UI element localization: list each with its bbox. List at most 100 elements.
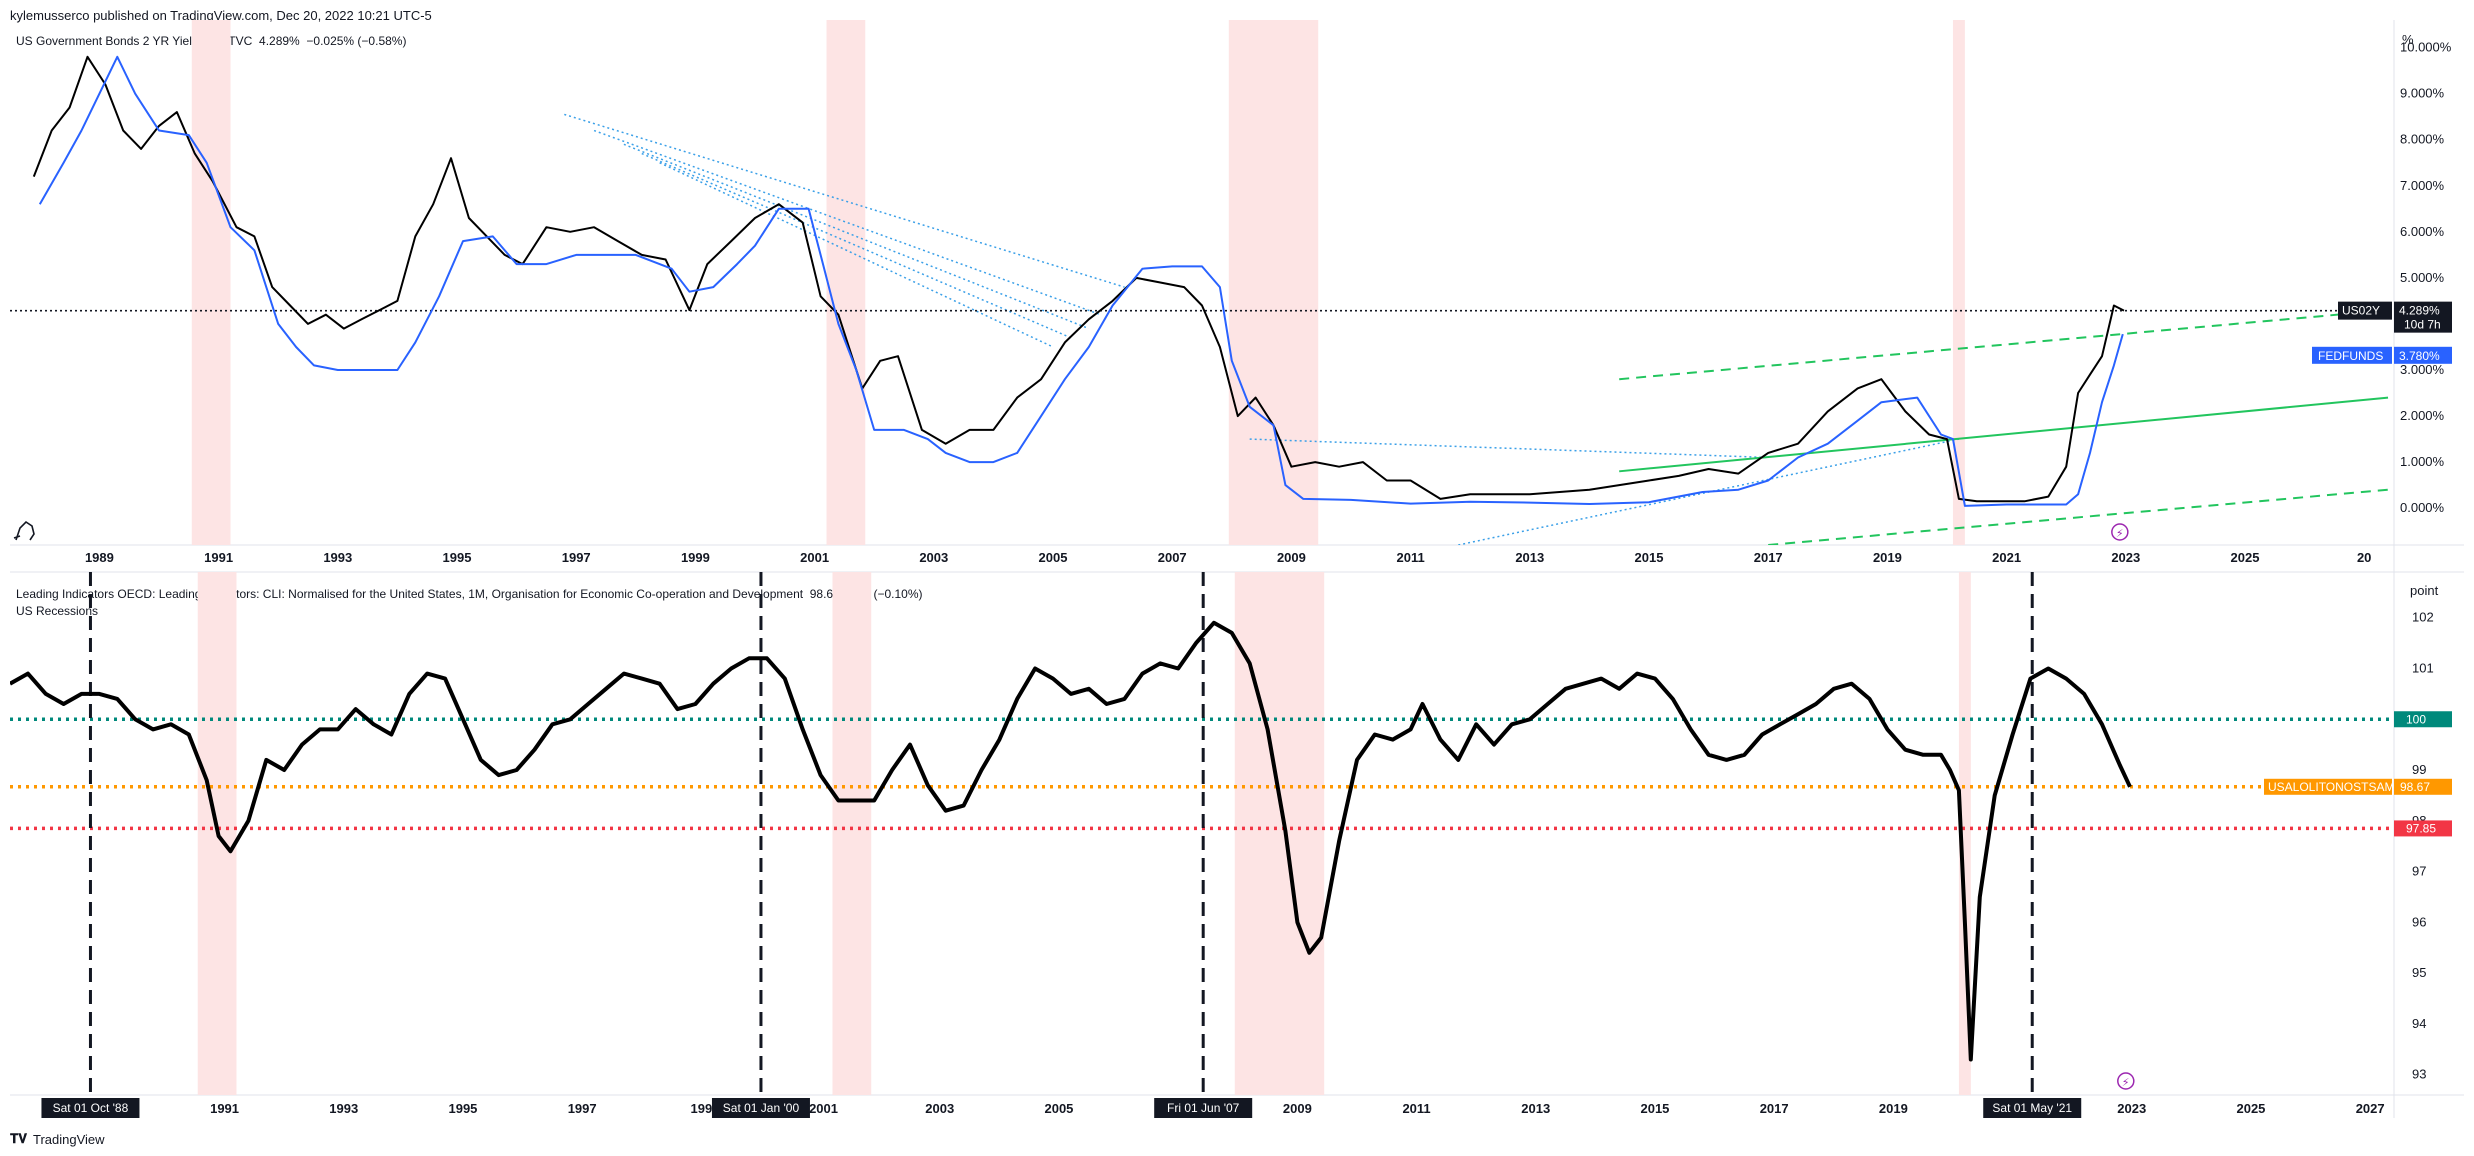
time-marker-badge: [1154, 1098, 1253, 1118]
us02y-name-badge: [2338, 301, 2392, 320]
y-tick-label: 94: [2412, 1016, 2426, 1031]
x-tick-label: 1991: [210, 1101, 239, 1116]
x-tick-label: 1993: [329, 1101, 358, 1116]
level-value-badge-text: 100: [2406, 712, 2426, 726]
y-tick-label: 93: [2412, 1067, 2426, 1082]
x-tick-label: 2013: [1515, 550, 1544, 565]
y-tick-label: 0.000%: [2400, 500, 2445, 515]
dotted-trendline[interactable]: [1249, 438, 1769, 459]
footer-brand[interactable]: 𝐓𝐕 TradingView: [10, 1131, 105, 1147]
us02y-countdown-text: 10d 7h: [2404, 318, 2441, 332]
plot-area[interactable]: [10, 20, 2394, 545]
us02y-price-badge-text: 4.289%: [2399, 304, 2440, 318]
time-marker-badge: [1983, 1098, 2082, 1118]
x-tick-label: 2015: [1635, 550, 1664, 565]
bottom-pane[interactable]: 1021011009998979695949319911993199519971…: [10, 572, 2452, 1118]
x-tick-label: 2019: [1879, 1101, 1908, 1116]
x-tick-label: 2011: [1396, 550, 1424, 565]
tradingview-logo-icon: 𝐓𝐕: [10, 1131, 27, 1146]
x-tick-label: 2009: [1283, 1101, 1312, 1116]
channel-dashed-line[interactable]: [1768, 488, 2389, 545]
series-line-fedfunds[interactable]: [38, 55, 2124, 507]
fedfunds-price-badge: [2394, 346, 2452, 364]
dino-icon: [13, 520, 35, 541]
x-tick-label: 2005: [1039, 550, 1068, 565]
x-tick-label: 2017: [1754, 550, 1783, 565]
event-lightning-icon[interactable]: [2111, 523, 2129, 541]
level-value-badge-text: 97.85: [2406, 821, 2436, 835]
recession-band: [832, 572, 872, 1095]
x-tick-label: 2001: [809, 1101, 838, 1116]
x-tick-label: 2007: [1158, 550, 1187, 565]
publisher-line: kylemusserco published on TradingView.co…: [10, 8, 432, 23]
y-tick-label: 101: [2412, 660, 2434, 675]
top-pane[interactable]: 10.000%9.000%8.000%7.000%6.000%5.000%4.0…: [10, 20, 2452, 565]
x-tick-label: 199: [691, 1101, 713, 1116]
x-tick-label: 2011: [1402, 1101, 1430, 1116]
x-tick-label: 20: [2357, 550, 2371, 565]
us02y-legend-value: 4.289%: [259, 34, 300, 48]
level-value-badge: [2394, 711, 2452, 728]
level-value-badge: [2394, 778, 2452, 795]
channel-dashed-line[interactable]: [1619, 309, 2389, 381]
recession-band: [1958, 572, 1971, 1095]
dotted-trendline[interactable]: [623, 143, 1090, 330]
recession-band: [1952, 20, 1965, 545]
event-lightning-glyph: ⚡: [2122, 1077, 2130, 1089]
y-tick-label: 95: [2412, 965, 2426, 980]
fedfunds-price-badge-text: 3.780%: [2399, 349, 2440, 363]
channel-solid-line[interactable]: [1619, 396, 2389, 473]
time-marker-badge-text: Sat 01 Oct '88: [53, 1101, 129, 1115]
y-tick-label: 1.000%: [2400, 454, 2445, 469]
time-marker-badge-text: Sat 01 Jan '00: [723, 1101, 800, 1115]
recession-band: [191, 20, 231, 545]
y-tick-label: 9.000%: [2400, 86, 2445, 101]
x-tick-label: 2001: [800, 550, 829, 565]
time-marker-badge-text: Sat 01 May '21: [1992, 1101, 2072, 1115]
x-tick-label: 2003: [919, 550, 948, 565]
x-tick-label: 1993: [323, 550, 352, 565]
time-marker-badge: [711, 1098, 810, 1118]
fedfunds-name-badge: [2312, 346, 2392, 364]
dotted-trendline[interactable]: [659, 162, 1054, 348]
y-tick-label: 3.000%: [2400, 362, 2445, 377]
time-marker-badge: [41, 1098, 140, 1118]
x-tick-label: 2027: [2356, 1101, 2385, 1116]
recession-band: [826, 20, 866, 545]
x-tick-label: 1995: [443, 550, 472, 565]
x-tick-label: 1999: [681, 550, 710, 565]
y-tick-label: 7.000%: [2400, 178, 2445, 193]
series-line-usalolitonostsam[interactable]: [10, 620, 2132, 1062]
event-lightning-icon[interactable]: [2117, 1072, 2135, 1090]
x-tick-label: 1997: [562, 550, 591, 565]
bottom-unit-label: point: [2410, 583, 2439, 598]
plot-area[interactable]: [10, 572, 2394, 1095]
x-tick-label: 2003: [925, 1101, 954, 1116]
cli-legend-value: 98.67: [809, 587, 840, 601]
x-tick-label: 2017: [1760, 1101, 1789, 1116]
footer-brand-text: TradingView: [33, 1131, 105, 1147]
us02y-price-badge: [2394, 301, 2452, 333]
y-tick-label: 8.000%: [2400, 132, 2445, 147]
recessions-legend[interactable]: US Recessions: [16, 604, 99, 618]
us02y-name-badge-text: US02Y: [2342, 304, 2380, 318]
x-tick-label: 2025: [2236, 1101, 2265, 1116]
x-tick-label: 1991: [204, 550, 233, 565]
time-marker-badge-text: Fri 01 Jun '07: [1167, 1101, 1240, 1115]
y-tick-label: 96: [2412, 914, 2426, 929]
level-name-badge-text: USALOLITONOSTSAM: [2268, 780, 2394, 794]
fedfunds-name-badge-text: FEDFUNDS: [2318, 349, 2383, 363]
x-tick-label: 2005: [1044, 1101, 1073, 1116]
recession-band: [1234, 572, 1325, 1095]
series-line-us02y[interactable]: [32, 55, 2125, 503]
level-value-badge-text: 98.67: [2400, 780, 2430, 794]
y-tick-label: 6.000%: [2400, 224, 2445, 239]
x-tick-label: 2025: [2231, 550, 2260, 565]
y-tick-label: 99: [2412, 762, 2426, 777]
top-unit-label: %: [2402, 32, 2414, 47]
y-tick-label: 10.000%: [2400, 40, 2452, 55]
y-tick-label: 102: [2412, 610, 2434, 625]
x-tick-label: 2015: [1640, 1101, 1669, 1116]
recession-band: [1228, 20, 1319, 545]
